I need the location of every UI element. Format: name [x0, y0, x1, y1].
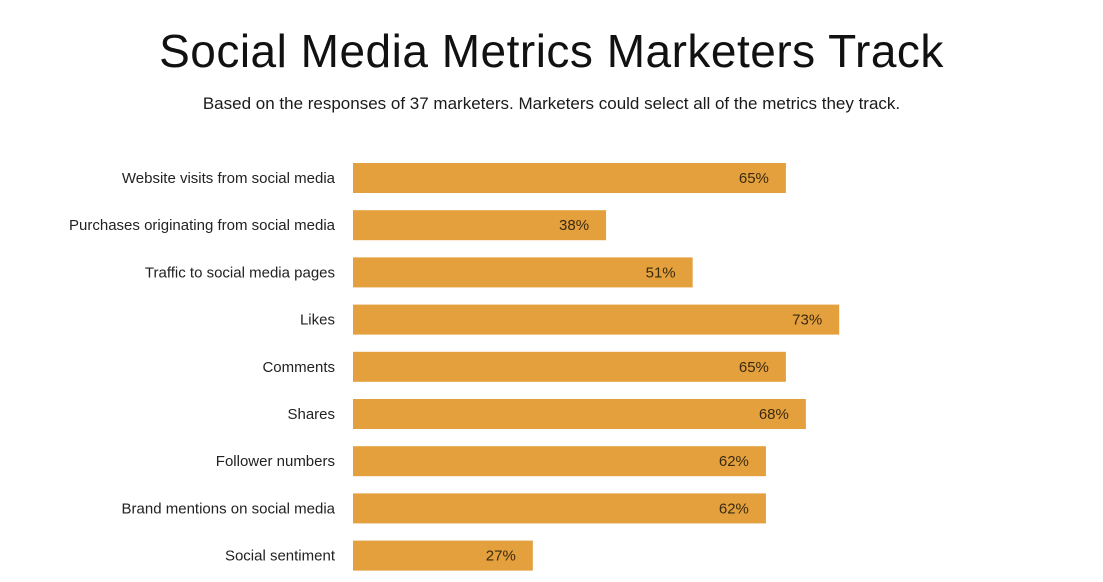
category-label: Purchases originating from social media: [69, 217, 336, 234]
category-label: Shares: [287, 406, 335, 423]
chart-title: Social Media Metrics Marketers Track: [159, 25, 944, 77]
value-label: 73%: [792, 312, 822, 329]
bar: [353, 210, 607, 241]
value-label: 38%: [559, 217, 589, 234]
value-label: 27%: [486, 548, 516, 565]
value-label: 65%: [739, 170, 769, 187]
category-label: Social sentiment: [225, 548, 336, 565]
bar: [353, 351, 786, 382]
category-label: Brand mentions on social media: [122, 500, 336, 517]
category-label: Likes: [300, 312, 335, 329]
category-label: Website visits from social media: [122, 170, 336, 187]
value-label: 62%: [719, 500, 749, 517]
bar: [353, 540, 533, 571]
bar: [353, 257, 693, 288]
bar: [353, 446, 766, 477]
value-label: 68%: [759, 406, 789, 423]
value-label: 62%: [719, 453, 749, 470]
bar: [353, 493, 766, 524]
bar: [353, 163, 786, 193]
bar: [353, 399, 806, 429]
value-label: 65%: [739, 359, 769, 376]
value-label: 51%: [646, 264, 676, 281]
category-label: Follower numbers: [216, 453, 335, 470]
category-label: Traffic to social media pages: [145, 264, 335, 281]
category-label: Comments: [262, 359, 335, 376]
bar: [353, 304, 840, 335]
chart-subtitle: Based on the responses of 37 marketers. …: [202, 94, 901, 113]
